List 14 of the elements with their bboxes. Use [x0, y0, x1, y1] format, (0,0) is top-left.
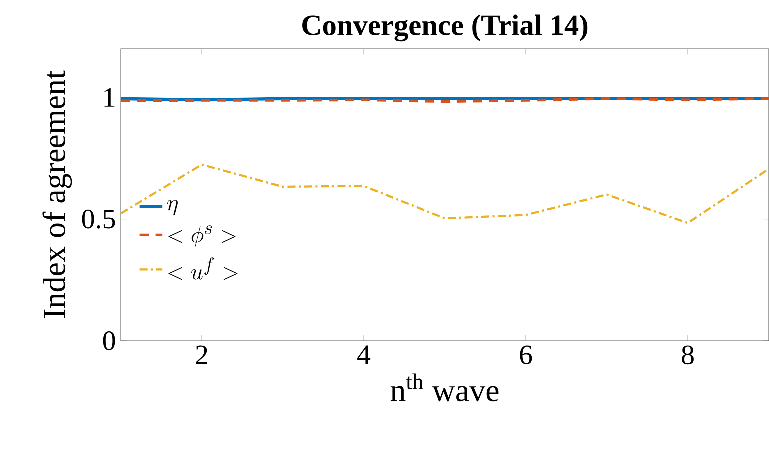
y-axis-title: Index of agreement: [42, 70, 72, 318]
x-axis-title: n$^{th}$ wave: [390, 374, 499, 402]
x-tick-label: 2: [196, 346, 208, 364]
y-tick-label: 0.5: [82, 210, 116, 229]
line-series: [121, 164, 769, 224]
legend-label: $<u^{f}>$: [168, 258, 238, 280]
legend-label: $<\phi^{s}>$: [168, 226, 236, 248]
legend-label: $\eta$: [167, 200, 178, 216]
y-tick-label: 0: [103, 332, 116, 350]
x-tick-label: 4: [358, 346, 371, 364]
y-tick-label: 1: [104, 88, 115, 107]
chart-title: Convergence (Trial 14): [302, 14, 588, 42]
x-tick-label: 6: [520, 346, 532, 365]
x-tick-label: 8: [682, 346, 694, 365]
